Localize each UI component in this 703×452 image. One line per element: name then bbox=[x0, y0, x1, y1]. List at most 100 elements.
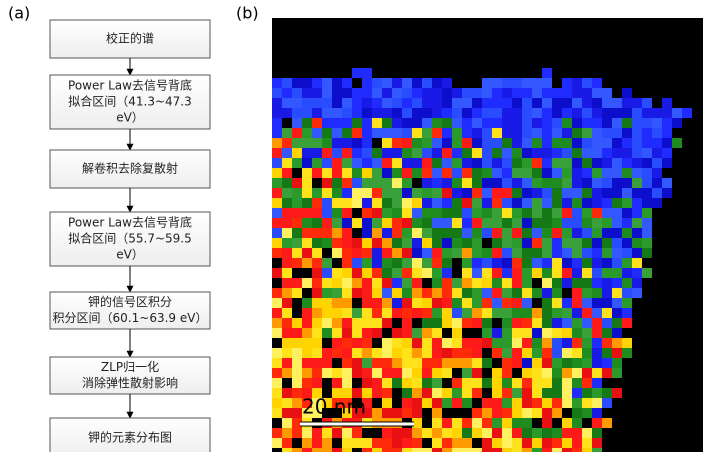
flow-step-text: 拟合区间（55.7~59.5 bbox=[68, 231, 192, 246]
flow-step-text: 钾的元素分布图 bbox=[88, 430, 172, 445]
map-pixel bbox=[412, 308, 422, 318]
map-pixel bbox=[492, 178, 502, 188]
map-pixel bbox=[452, 388, 462, 398]
map-pixel bbox=[572, 208, 582, 218]
map-pixel bbox=[532, 278, 542, 288]
map-pixel bbox=[302, 438, 312, 448]
map-pixel bbox=[472, 338, 482, 348]
map-pixel bbox=[392, 138, 402, 148]
map-pixel bbox=[552, 358, 562, 368]
map-pixel bbox=[582, 388, 592, 398]
map-pixel bbox=[382, 338, 392, 348]
map-pixel bbox=[312, 348, 322, 358]
map-pixel bbox=[482, 368, 492, 378]
map-pixel bbox=[602, 338, 612, 348]
map-pixel bbox=[492, 438, 502, 448]
map-pixel bbox=[592, 148, 602, 158]
map-pixel bbox=[552, 398, 562, 408]
map-pixel bbox=[362, 298, 372, 308]
map-pixel bbox=[482, 218, 492, 228]
map-pixel bbox=[372, 208, 382, 218]
map-pixel bbox=[612, 358, 622, 368]
map-pixel bbox=[602, 188, 612, 198]
map-pixel bbox=[302, 108, 312, 118]
map-pixel bbox=[422, 78, 432, 88]
map-pixel bbox=[632, 268, 642, 278]
map-pixel bbox=[522, 408, 532, 418]
map-pixel bbox=[292, 88, 302, 98]
map-pixel bbox=[292, 378, 302, 388]
map-pixel bbox=[422, 148, 432, 158]
map-pixel bbox=[562, 78, 572, 88]
map-pixel bbox=[532, 218, 542, 228]
map-pixel bbox=[482, 418, 492, 428]
map-pixel bbox=[602, 318, 612, 328]
map-pixel bbox=[382, 128, 392, 138]
map-pixel bbox=[572, 358, 582, 368]
map-pixel bbox=[332, 188, 342, 198]
map-pixel bbox=[362, 218, 372, 228]
map-pixel bbox=[292, 328, 302, 338]
map-pixel bbox=[452, 98, 462, 108]
map-pixel bbox=[562, 258, 572, 268]
map-pixel bbox=[312, 228, 322, 238]
map-pixel bbox=[522, 348, 532, 358]
map-pixel bbox=[462, 198, 472, 208]
map-pixel bbox=[482, 448, 492, 452]
map-pixel bbox=[392, 208, 402, 218]
map-pixel bbox=[342, 278, 352, 288]
map-pixel bbox=[432, 348, 442, 358]
map-pixel bbox=[272, 118, 282, 128]
map-pixel bbox=[352, 338, 362, 348]
map-pixel bbox=[542, 118, 552, 128]
map-pixel bbox=[422, 108, 432, 118]
map-pixel bbox=[452, 208, 462, 218]
map-pixel bbox=[312, 438, 322, 448]
map-pixel bbox=[352, 358, 362, 368]
map-pixel bbox=[392, 148, 402, 158]
map-pixel bbox=[392, 318, 402, 328]
map-pixel bbox=[512, 338, 522, 348]
map-pixel bbox=[522, 298, 532, 308]
map-pixel bbox=[552, 268, 562, 278]
map-pixel bbox=[552, 298, 562, 308]
map-pixel bbox=[552, 288, 562, 298]
map-pixel bbox=[412, 328, 422, 338]
map-pixel bbox=[372, 368, 382, 378]
map-pixel bbox=[482, 298, 492, 308]
map-pixel bbox=[482, 198, 492, 208]
map-pixel bbox=[402, 368, 412, 378]
map-pixel bbox=[562, 218, 572, 228]
map-pixel bbox=[592, 328, 602, 338]
map-pixel bbox=[332, 198, 342, 208]
map-pixel bbox=[402, 348, 412, 358]
map-pixel bbox=[372, 228, 382, 238]
map-pixel bbox=[582, 298, 592, 308]
map-pixel bbox=[462, 178, 472, 188]
map-pixel bbox=[542, 168, 552, 178]
map-pixel bbox=[512, 368, 522, 378]
map-pixel bbox=[372, 298, 382, 308]
map-pixel bbox=[342, 428, 352, 438]
map-pixel bbox=[572, 378, 582, 388]
map-pixel bbox=[432, 318, 442, 328]
map-pixel bbox=[452, 308, 462, 318]
map-pixel bbox=[422, 258, 432, 268]
map-pixel bbox=[592, 378, 602, 388]
map-pixel bbox=[432, 198, 442, 208]
map-pixel bbox=[502, 368, 512, 378]
map-pixel bbox=[642, 238, 652, 248]
map-pixel bbox=[382, 358, 392, 368]
map-pixel bbox=[452, 258, 462, 268]
map-pixel bbox=[462, 438, 472, 448]
map-pixel bbox=[372, 88, 382, 98]
map-pixel bbox=[452, 108, 462, 118]
map-pixel bbox=[472, 288, 482, 298]
map-pixel bbox=[272, 138, 282, 148]
map-pixel bbox=[322, 188, 332, 198]
map-pixel bbox=[462, 338, 472, 348]
map-pixel bbox=[422, 218, 432, 228]
map-pixel bbox=[292, 408, 302, 418]
map-pixel bbox=[532, 108, 542, 118]
map-pixel bbox=[332, 438, 342, 448]
